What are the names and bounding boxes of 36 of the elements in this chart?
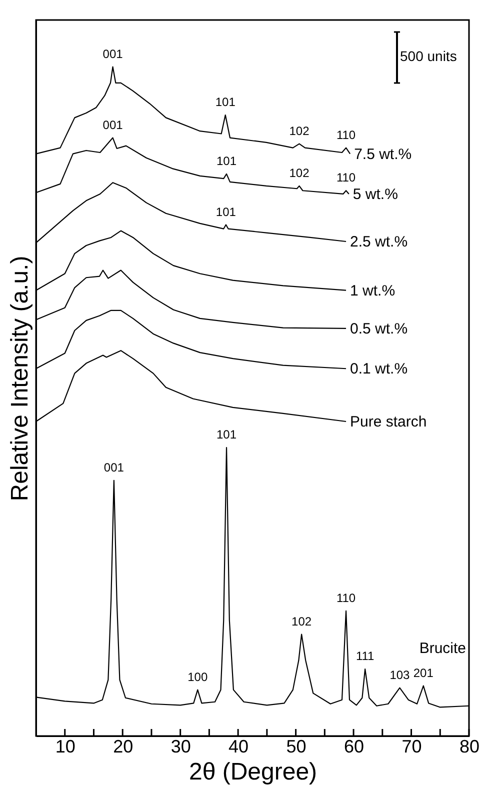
annotation: 101	[216, 204, 236, 219]
annotation: 102	[289, 124, 310, 138]
annotation: 103	[390, 668, 410, 682]
x-tick-label: 10	[55, 736, 76, 756]
series-label: 7.5 wt.%	[354, 146, 412, 163]
annotation: 001	[102, 46, 124, 61]
annotation: 111	[356, 649, 375, 664]
series-label: 2.5 wt.%	[350, 233, 408, 250]
text: 500 units	[400, 48, 457, 64]
x-tick-label: 40	[228, 736, 249, 756]
annotation: 001	[104, 460, 124, 474]
y-axis-title: Relative Intensity (a.u.)	[6, 256, 34, 502]
annotation: 102	[289, 166, 310, 180]
series-label: 5 wt.%	[352, 186, 398, 203]
series-label: Pure starch	[350, 413, 427, 430]
annotation: 110	[336, 128, 356, 142]
x-tick-label: 70	[402, 736, 422, 756]
annotation: 110	[336, 170, 356, 185]
series-label: 0.1 wt.%	[350, 360, 408, 378]
annotation: 101	[216, 154, 237, 168]
x-tick-label: 60	[344, 736, 364, 756]
annotation: 001	[102, 118, 124, 132]
x-tick-label: 20	[113, 736, 134, 756]
annotation: 101	[216, 428, 237, 442]
annotation: 102	[292, 614, 312, 628]
x-tick-label: 50	[286, 736, 306, 756]
series-label: 0.5 wt.%	[350, 320, 408, 338]
series-label: Brucite	[419, 640, 466, 657]
x-tick-label: 80	[459, 736, 480, 756]
series-label: 1 wt.%	[350, 282, 396, 300]
annotation: 100	[188, 670, 208, 684]
x-axis-title: 2θ (Degree)	[188, 758, 318, 786]
annotation: 101	[215, 95, 236, 110]
annotation: 201	[413, 666, 434, 680]
annotation: 110	[336, 590, 356, 605]
x-tick-label: 30	[170, 736, 191, 756]
